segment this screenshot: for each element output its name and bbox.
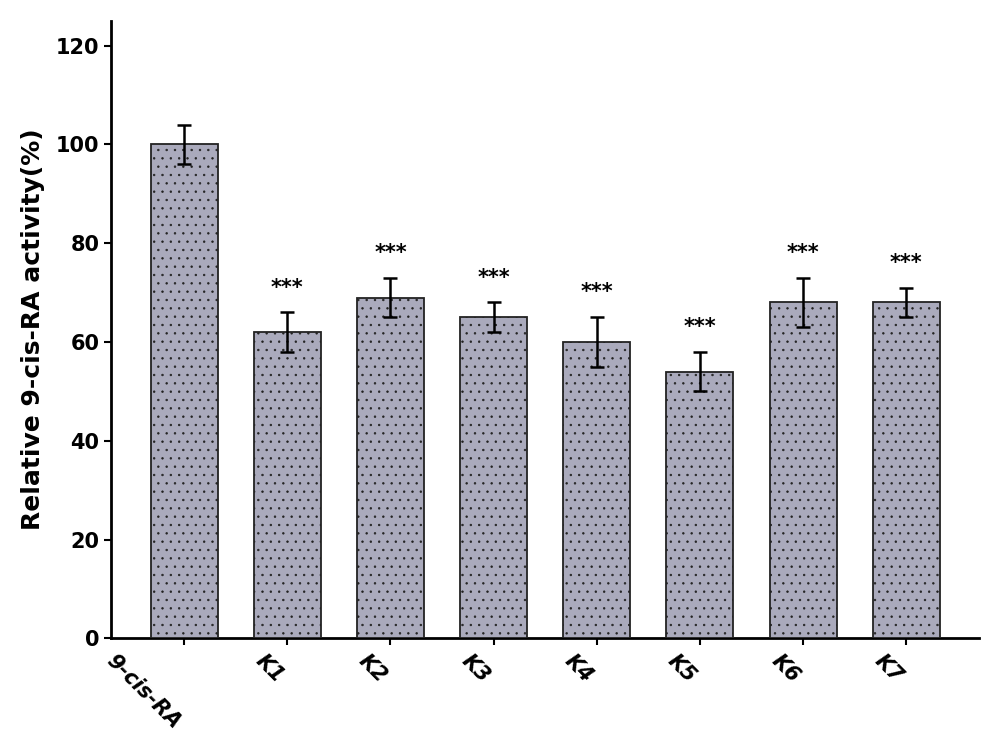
Bar: [666, 372, 733, 639]
Text: ***: ***: [890, 253, 923, 273]
Bar: [770, 303, 837, 639]
Text: ***: ***: [684, 317, 716, 337]
Bar: [151, 145, 218, 639]
Text: ***: ***: [580, 282, 613, 303]
Text: ***: ***: [271, 278, 304, 297]
Bar: [460, 317, 527, 639]
Text: ***: ***: [374, 243, 407, 263]
Text: ***: ***: [477, 267, 510, 288]
Text: ***: ***: [787, 243, 819, 263]
Bar: [873, 303, 940, 639]
Y-axis label: Relative 9-cis-RA activity(%): Relative 9-cis-RA activity(%): [21, 129, 45, 530]
Bar: [357, 297, 424, 639]
Bar: [254, 332, 321, 639]
Bar: [563, 342, 630, 639]
